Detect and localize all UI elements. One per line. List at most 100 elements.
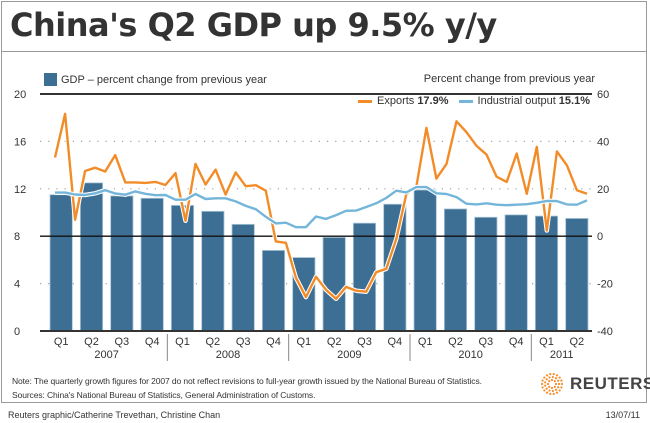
reuters-dot [552, 373, 555, 376]
reuters-dot [544, 381, 547, 384]
reuters-dot [548, 389, 551, 392]
right-axis-title: Percent change from previous year [423, 73, 595, 85]
quarter-tick-label: Q4 [509, 336, 524, 348]
reuters-dot [544, 384, 547, 387]
year-tick-label: 2011 [550, 349, 574, 361]
quarter-tick-label: Q2 [84, 336, 99, 348]
chart-title: China's Q2 GDP up 9.5% y/y [10, 6, 497, 44]
right-tick-label: -20 [597, 279, 613, 291]
reuters-wordmark: REUTERS [570, 374, 650, 393]
quarter-tick-label: Q4 [387, 336, 402, 348]
gdp-bar [474, 216, 498, 332]
right-tick-label: 40 [597, 136, 609, 148]
quarter-tick-label: Q3 [236, 336, 251, 348]
gdp-bar [140, 197, 164, 332]
reuters-dot [541, 386, 544, 389]
reuters-dot [554, 377, 558, 380]
reuters-dot [549, 392, 552, 395]
gdp-bar [322, 236, 346, 332]
chart-sources: Sources: China's National Bureau of Stat… [12, 390, 316, 400]
gdp-bar [534, 215, 559, 332]
gdp-bar [49, 194, 73, 332]
reuters-dot [551, 375, 554, 379]
reuters-dot [548, 376, 551, 379]
reuters-dot [560, 382, 564, 386]
industrial-output-line [55, 185, 588, 229]
reuters-dot [550, 378, 554, 382]
left-tick-label: 4 [14, 279, 20, 291]
year-tick-label: 2007 [94, 349, 118, 361]
right-tick-label: 20 [597, 184, 609, 196]
legend-industrial-value: 15.1% [558, 95, 590, 107]
reuters-dot [554, 388, 558, 391]
gdp-bar [504, 214, 528, 332]
reuters-dot [545, 391, 549, 394]
legend-exports-label: Exports [377, 95, 415, 107]
reuters-dot [555, 391, 559, 394]
gdp-bar [79, 182, 104, 332]
title-divider [1, 51, 647, 52]
gdp-bar [231, 223, 255, 332]
left-tick-label: 12 [14, 184, 26, 196]
reuters-logo: REUTERS [540, 372, 650, 396]
reuters-dot [540, 382, 544, 386]
reuters-dot [548, 385, 551, 388]
reuters-dot [550, 386, 554, 390]
right-tick-label: 60 [597, 89, 609, 101]
gdp-bar [201, 210, 225, 332]
left-tick-label: 8 [14, 231, 20, 243]
reuters-dot [545, 374, 549, 377]
gdp-bar [170, 204, 195, 332]
legend-industrial-label: Industrial output [477, 95, 556, 107]
reuters-dot [543, 376, 546, 379]
quarter-tick-label: Q4 [145, 336, 160, 348]
left-tick-label: 16 [14, 136, 26, 148]
quarter-tick-label: Q3 [357, 336, 372, 348]
reuters-dot [548, 380, 551, 383]
reuters-dot [558, 389, 561, 392]
reuters-dot [557, 379, 560, 382]
graphic-credit: Reuters graphic/Catherine Trevethan, Chr… [8, 410, 221, 420]
industrial-line-swatch-icon [458, 99, 473, 103]
gdp-bar [565, 218, 589, 332]
quarter-tick-label: Q2 [205, 336, 220, 348]
gdp-bar [110, 195, 134, 332]
quarter-tick-label: Q3 [114, 336, 129, 348]
quarter-tick-label: Q3 [478, 336, 493, 348]
year-tick-label: 2008 [216, 349, 240, 361]
legend-exports-value: 17.9% [417, 95, 449, 107]
legend-lines: Exports 17.9% Industrial output 15.1% [348, 95, 590, 107]
reuters-dot [555, 374, 559, 377]
publish-date: 13/07/11 [605, 410, 640, 420]
reuters-dot [557, 382, 561, 386]
exports-line [53, 112, 588, 300]
legend-gdp: GDP – percent change from previous year [44, 73, 267, 86]
reuters-dot [551, 389, 554, 393]
reuters-dot [545, 387, 548, 390]
reuters-dot [546, 382, 550, 386]
right-tick-label: -40 [597, 326, 613, 338]
quarter-tick-label: Q2 [569, 336, 584, 348]
reuters-dot [558, 376, 561, 379]
left-tick-label: 0 [14, 326, 20, 338]
reuters-dot [545, 378, 548, 381]
reuters-dot [560, 379, 563, 382]
reuters-dot [553, 385, 556, 388]
quarter-tick-label: Q1 [296, 336, 311, 348]
reuters-dots-icon [540, 373, 564, 395]
quarter-tick-label: Q1 [539, 336, 554, 348]
right-tick-label: 0 [597, 231, 603, 243]
quarter-tick-label: Q1 [54, 336, 69, 348]
reuters-dot [541, 379, 544, 382]
reuters-dot [543, 389, 546, 392]
gdp-swatch-icon [44, 73, 57, 86]
legend-gdp-label: GDP – percent change from previous year [61, 73, 267, 86]
left-tick-label: 20 [14, 89, 26, 101]
quarter-tick-label: Q4 [266, 336, 281, 348]
gdp-bar [443, 208, 468, 332]
reuters-dot [557, 386, 560, 389]
chart-note: Note: The quarterly growth figures for 2… [12, 376, 482, 386]
quarter-tick-label: Q2 [448, 336, 463, 348]
quarter-tick-label: Q2 [327, 336, 342, 348]
